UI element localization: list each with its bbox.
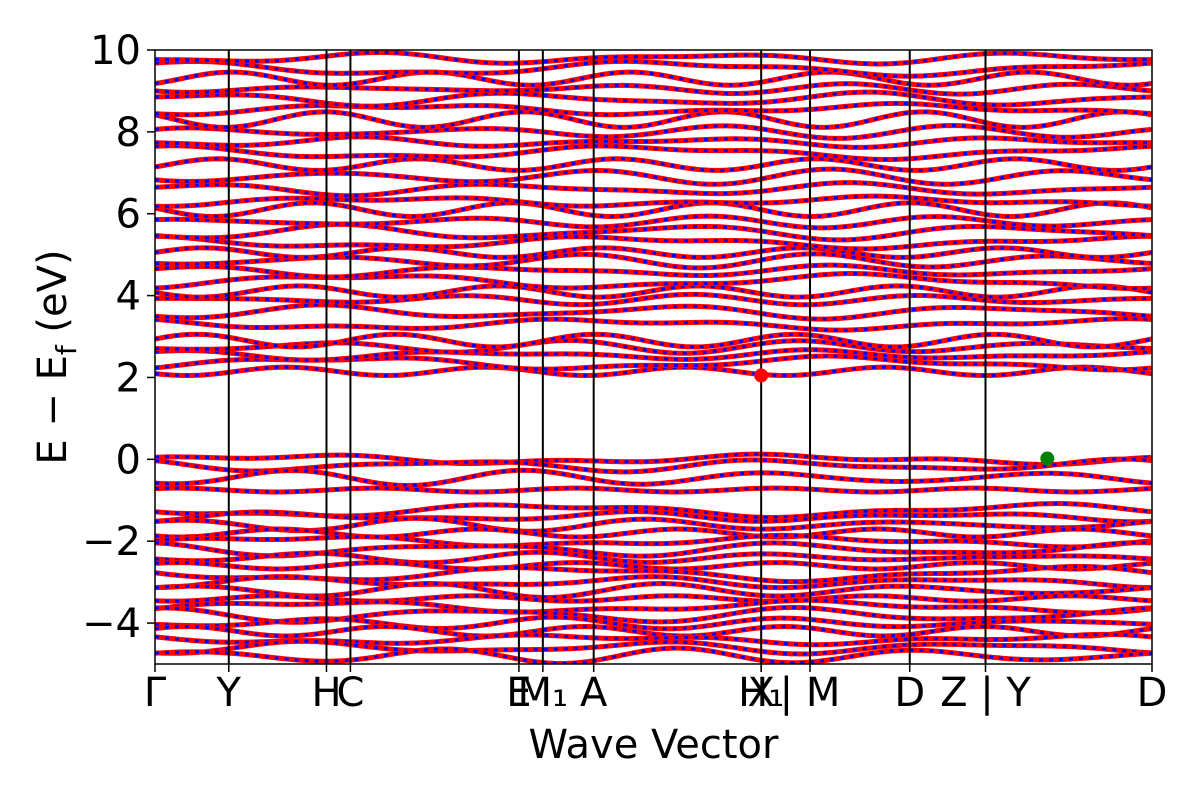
band-line-spin-down (155, 646, 1152, 664)
band-lines (155, 50, 1152, 664)
y-axis-label-unit: (eV) (30, 249, 76, 345)
y-axis-ticks: −4 −2 0 2 4 6 8 10 (82, 28, 155, 647)
band-line-spin-down (155, 624, 1152, 638)
y-tick-label: 8 (116, 110, 141, 156)
y-axis-label: E − Ef (eV) (30, 249, 83, 464)
band-line-spin-down (155, 468, 1152, 488)
kpoint-label: H (311, 670, 341, 716)
band-line-spin-down (155, 167, 1152, 186)
band-edge-markers (754, 368, 1055, 466)
x-axis-label: Wave Vector (529, 722, 780, 768)
band-line-spin-down (155, 615, 1152, 631)
band-line-spin-down (155, 252, 1152, 270)
y-axis-label-main: E − E (30, 355, 76, 465)
y-tick-label: 0 (116, 437, 141, 483)
band-line-spin-up (155, 485, 1152, 495)
kpoint-label: A (580, 670, 608, 716)
y-axis-label-sub: f (50, 344, 83, 355)
band-line-spin-down (155, 582, 1152, 599)
kpoint-label: E (506, 670, 531, 716)
cbm-marker (754, 368, 769, 383)
band-line-spin-down (155, 365, 1152, 377)
kpoint-label: D (1137, 670, 1168, 716)
band-line-spin-down (155, 222, 1152, 242)
band-line-spin-down (155, 70, 1152, 87)
kpoint-label: M₁ (518, 670, 569, 716)
band-line-spin-up (155, 593, 1152, 604)
band-line-spin-down (155, 605, 1152, 624)
kpoint-label: D (894, 670, 925, 716)
y-tick-label: 4 (116, 274, 141, 320)
high-symmetry-lines (227, 50, 987, 664)
band-line-spin-down (155, 332, 1152, 349)
kpoint-label: Y (216, 670, 242, 716)
band-line-spin-down (155, 338, 1152, 355)
band-line-spin-down (155, 157, 1152, 172)
kpoint-label: Γ (144, 670, 167, 716)
kpoint-label: Z | Y (940, 670, 1031, 716)
band-line-spin-up (155, 451, 1152, 468)
band-line-spin-down (155, 246, 1152, 259)
y-tick-label: 6 (116, 192, 141, 238)
x-axis-kpoint-labels: Γ Y HC EM₁ A XH₁| M D Z | Y D (144, 664, 1168, 716)
y-tick-label: −2 (82, 519, 141, 565)
kpoint-label: C (336, 670, 364, 716)
y-tick-label: −4 (82, 601, 141, 647)
kpoint-label: H₁ (738, 670, 784, 716)
y-tick-label: 2 (116, 355, 141, 401)
band-line-spin-down (155, 284, 1152, 299)
band-line-spin-up (155, 316, 1152, 333)
plot-frame (154, 49, 1153, 665)
kpoint-label: | M (780, 670, 841, 716)
y-tick-label: 10 (90, 28, 141, 74)
kpoint-label: X (747, 670, 774, 716)
vbm-marker (1040, 451, 1055, 466)
band-line-spin-down (155, 516, 1152, 533)
band-line-spin-up (155, 134, 1152, 150)
